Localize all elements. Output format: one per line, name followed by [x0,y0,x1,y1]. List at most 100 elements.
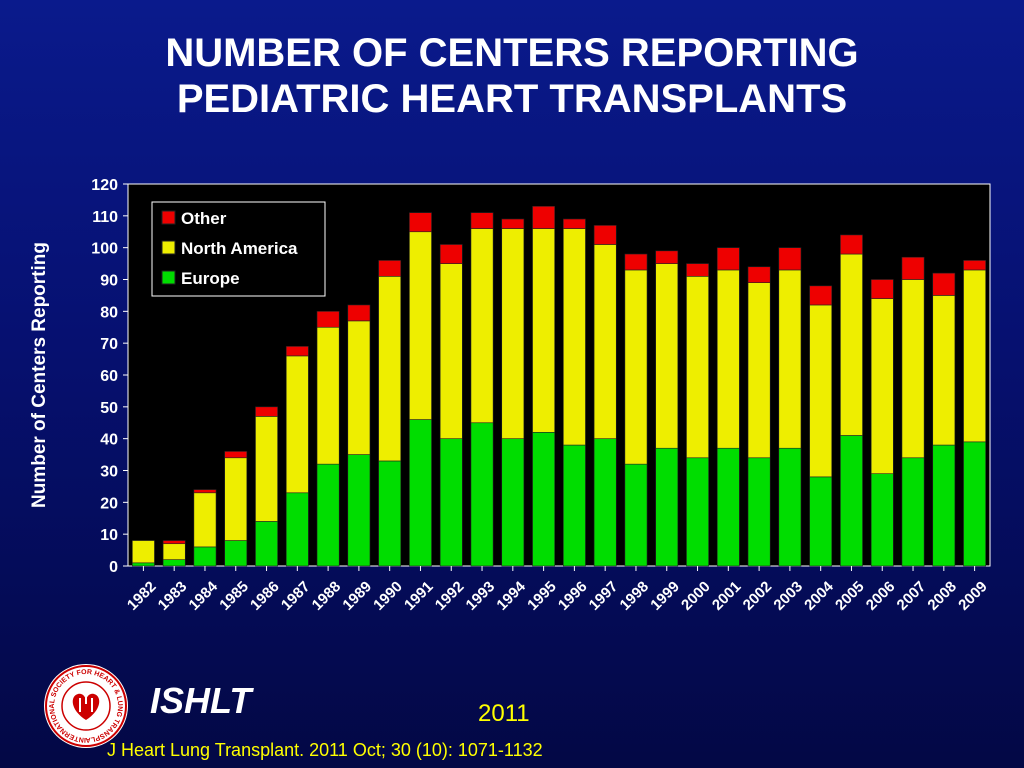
y-tick-label: 0 [109,559,118,576]
bar-north-america-2005 [840,253,863,436]
legend-label-north-america: North America [181,239,298,258]
bar-europe-2000 [686,457,709,567]
y-tick-label: 50 [100,400,118,417]
bar-europe-1983 [162,559,186,567]
citation: J Heart Lung Transplant. 2011 Oct; 30 (1… [107,740,543,760]
bar-north-america-1986 [255,416,278,522]
bar-europe-1984 [193,546,217,567]
y-tick-label: 60 [100,368,118,385]
y-tick-label: 110 [92,209,118,226]
bar-other-2000 [686,263,709,277]
bar-europe-1990 [378,460,402,567]
x-tick-label: 1995 [524,578,560,614]
x-tick-label: 2000 [678,578,714,614]
bar-europe-1989 [347,454,371,567]
bar-europe-1986 [255,521,278,567]
x-tick-label: 1984 [186,578,222,614]
y-tick-label: 80 [100,304,118,321]
bar-other-1990 [378,260,402,277]
bar-other-1997 [593,225,617,245]
bar-north-america-1998 [624,269,648,465]
bar-europe-2004 [809,476,833,567]
bar-other-2002 [747,266,771,283]
bar-north-america-2002 [747,282,771,459]
x-tick-label: 1988 [309,578,345,614]
bar-other-1995 [532,205,555,229]
bar-north-america-1984 [193,492,217,548]
bar-europe-2003 [778,447,802,567]
x-tick-label: 2009 [955,578,991,614]
legend-swatch-other [161,210,176,225]
y-tick-label: 40 [100,432,118,449]
bar-other-1992 [439,244,463,264]
bar-north-america-2008 [932,295,956,446]
bar-europe-2009 [963,441,986,567]
slide-title: NUMBER OF CENTERS REPORTING PEDIATRIC HE… [0,30,1024,122]
legend-box [151,201,326,297]
bar-other-2003 [778,247,802,271]
bar-europe-1993 [470,422,494,567]
bar-north-america-2003 [778,269,802,449]
x-tick-label: 1996 [555,578,591,614]
bar-europe-2007 [901,457,925,567]
x-tick-label: 2008 [924,578,960,614]
bar-other-1999 [655,250,679,264]
bar-other-2006 [870,279,894,299]
y-tick-label: 30 [100,464,118,481]
x-tick-label: 2001 [709,578,745,614]
x-tick-label: 1994 [493,578,529,614]
legend-swatch-europe [161,270,176,285]
bar-north-america-2001 [716,269,740,449]
x-tick-label: 1997 [586,578,622,614]
legend-swatch-north-america [161,240,176,255]
bar-north-america-2006 [870,298,894,474]
bar-europe-1991 [409,419,432,567]
bar-north-america-1991 [409,231,432,420]
heart-lung-seal-icon: INTERNATIONAL SOCIETY FOR HEART & LUNG T… [40,660,128,748]
bar-other-1993 [470,212,494,229]
bar-europe-1985 [224,540,248,567]
bar-other-1989 [347,304,371,322]
bar-north-america-2000 [686,276,709,459]
bar-other-1998 [624,253,648,271]
legend-label-other: Other [181,209,227,228]
bar-europe-2006 [870,473,894,567]
bar-north-america-1999 [655,263,679,449]
bar-other-1984 [193,489,217,494]
x-tick-label: 1982 [124,578,160,614]
ishlt-brand: ISHLT [150,680,252,721]
x-tick-label: 1983 [155,578,191,614]
bar-other-1994 [501,218,525,229]
bar-north-america-1997 [593,244,617,439]
bar-north-america-1996 [563,228,586,446]
x-tick-label: 2003 [770,578,806,614]
x-tick-label: 2007 [894,578,930,614]
bar-north-america-1993 [470,228,494,424]
bar-north-america-1985 [224,457,248,541]
x-tick-label: 2005 [832,578,868,614]
bar-other-1986 [255,406,278,417]
bar-north-america-1995 [532,228,555,433]
y-tick-label: 10 [100,527,118,544]
bar-other-1983 [162,540,186,545]
x-tick-label: 1989 [339,578,375,614]
bar-europe-1997 [593,438,617,567]
y-tick-label: 20 [100,495,118,512]
x-tick-label: 1999 [647,578,683,614]
bar-north-america-1992 [439,263,463,439]
x-tick-label: 1985 [216,578,252,614]
title-line-1: NUMBER OF CENTERS REPORTING [165,31,859,75]
y-tick-label: 70 [100,336,118,353]
x-tick-label: 1993 [463,578,499,614]
bar-other-1996 [563,218,586,229]
report-year: 2011 [478,700,530,727]
bar-north-america-2004 [809,304,833,478]
x-tick-label: 1992 [432,578,468,614]
bar-europe-1992 [439,438,463,567]
y-tick-label: 90 [100,273,118,290]
x-tick-label: 2006 [863,578,899,614]
x-tick-label: 2002 [740,578,776,614]
bar-other-1987 [285,346,309,357]
bar-other-2008 [932,272,956,296]
